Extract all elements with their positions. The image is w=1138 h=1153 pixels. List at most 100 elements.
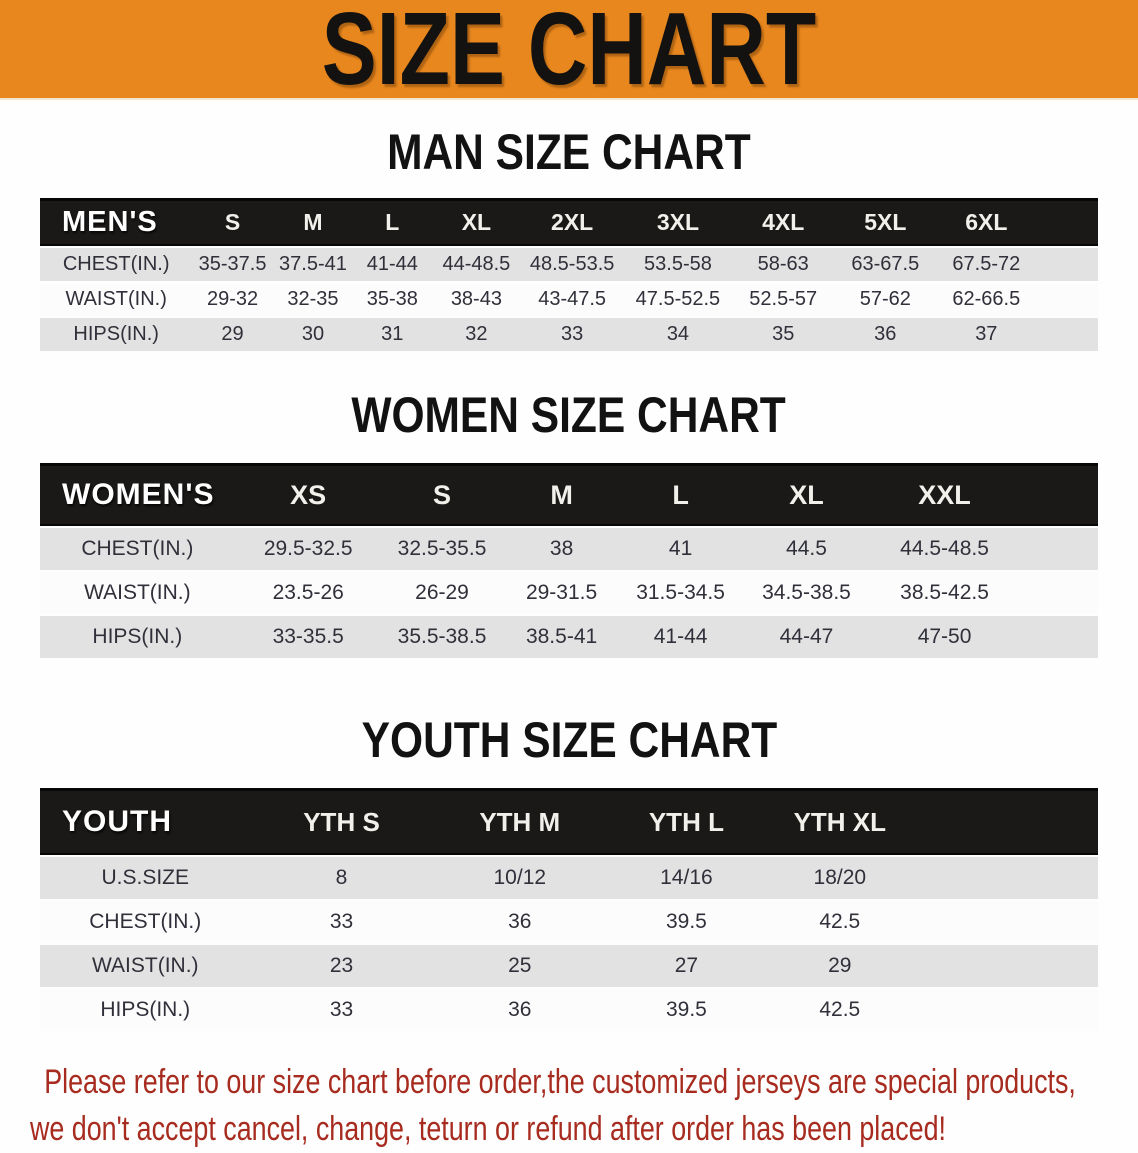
mens-heading-text: MAN SIZE CHART — [387, 124, 751, 180]
mens-size-value: 34 — [622, 318, 733, 351]
mens-size-value: 33 — [521, 318, 623, 351]
womens-row-label: HIPS(IN.) — [40, 616, 235, 658]
mens-table-row: CHEST(IN.) 35-37.5 37.5-41 41-44 44-48.5 48.5… — [40, 248, 1098, 281]
womens-size-value: 41-44 — [620, 616, 741, 658]
mens-size-value: 35-37.5 — [192, 248, 273, 281]
womens-table-row: CHEST(IN.) 29.5-32.5 32.5-35.5 38 41 44.5 44.5… — [40, 528, 1098, 570]
womens-size-value: 31.5-34.5 — [620, 572, 741, 614]
youth-size-value: 39.5 — [607, 901, 766, 943]
banner-title: SIZE CHART — [321, 0, 817, 100]
youth-heading-text: YOUTH SIZE CHART — [361, 712, 777, 768]
womens-size-value: 26-29 — [381, 572, 503, 614]
mens-size-column-header: 4XL — [732, 198, 834, 246]
youth-size-value: 36 — [432, 901, 608, 943]
youth-row-filler — [913, 857, 1098, 899]
mens-size-value: 67.5-72 — [937, 248, 1036, 281]
womens-row-filler — [1016, 528, 1098, 570]
womens-table-row: HIPS(IN.) 33-35.5 35.5-38.5 38.5-41 41-44 44-… — [40, 616, 1098, 658]
mens-size-column-header: L — [353, 198, 432, 246]
womens-heading-text: WOMEN SIZE CHART — [351, 387, 787, 443]
mens-size-value: 57-62 — [833, 283, 938, 316]
mens-size-value: 48.5-53.5 — [521, 248, 623, 281]
mens-size-value: 31 — [353, 318, 432, 351]
mens-row-filler — [1035, 318, 1098, 351]
mens-size-column-header: 5XL — [833, 198, 938, 246]
womens-size-value: 41 — [620, 528, 741, 570]
mens-size-value: 38-43 — [431, 283, 522, 316]
womens-table-row: WAIST(IN.) 23.5-26 26-29 29-31.5 31.5-34.5 34… — [40, 572, 1098, 614]
mens-row-label: HIPS(IN.) — [40, 318, 193, 351]
youth-size-column-header: YTH M — [432, 788, 608, 855]
youth-size-value: 18/20 — [765, 857, 914, 899]
womens-size-value: 32.5-35.5 — [381, 528, 503, 570]
mens-size-value: 62-66.5 — [937, 283, 1036, 316]
youth-table-row: U.S.SIZE 8 10/12 14/16 18/20 — [40, 857, 1098, 899]
mens-size-value: 43-47.5 — [521, 283, 623, 316]
youth-corner-label: YOUTH — [40, 788, 251, 855]
footer-notice: Please refer to our size chart before or… — [30, 1059, 1138, 1153]
notice-line-1: Please refer to our size chart before or… — [44, 1063, 1076, 1101]
mens-size-column-header: S — [192, 198, 273, 246]
mens-size-value: 30 — [272, 318, 354, 351]
mens-heading: MAN SIZE CHART — [40, 100, 1098, 178]
womens-corner-label: WOMEN'S — [40, 463, 235, 526]
youth-row-filler — [913, 901, 1098, 943]
youth-row-label: U.S.SIZE — [40, 857, 251, 899]
youth-size-value: 23 — [250, 945, 433, 987]
womens-size-value: 38.5-42.5 — [872, 572, 1017, 614]
womens-size-column-header: XXL — [872, 463, 1017, 526]
womens-size-value: 34.5-38.5 — [740, 572, 873, 614]
youth-row-filler — [913, 945, 1098, 987]
mens-size-value: 47.5-52.5 — [622, 283, 733, 316]
womens-section: WOMEN SIZE CHART WOMEN'S XS S M L XL XXL CHEST(… — [40, 353, 1098, 660]
womens-size-value: 35.5-38.5 — [381, 616, 503, 658]
youth-row-label: WAIST(IN.) — [40, 945, 251, 987]
womens-size-value: 44.5 — [740, 528, 873, 570]
mens-size-value: 32-35 — [272, 283, 354, 316]
youth-size-value: 42.5 — [765, 901, 914, 943]
mens-size-value: 63-67.5 — [833, 248, 938, 281]
mens-size-table: MEN'S S M L XL 2XL 3XL 4XL 5XL 6XL CHEST(IN.) 35-37… — [40, 196, 1098, 353]
youth-table-row: WAIST(IN.) 23 25 27 29 — [40, 945, 1098, 987]
womens-size-value: 29.5-32.5 — [234, 528, 382, 570]
notice-line-2: we don't accept cancel, change, teturn o… — [30, 1110, 946, 1148]
womens-size-table: WOMEN'S XS S M L XL XXL CHEST(IN.) 29.5-32.5 32.5… — [40, 461, 1098, 660]
mens-table-row: HIPS(IN.) 29 30 31 32 33 34 35 36 37 — [40, 318, 1098, 351]
mens-size-value: 37.5-41 — [272, 248, 354, 281]
mens-size-column-header: 3XL — [622, 198, 733, 246]
mens-size-value: 58-63 — [732, 248, 834, 281]
mens-size-column-header: 6XL — [937, 198, 1036, 246]
mens-row-label: CHEST(IN.) — [40, 248, 193, 281]
banner: SIZE CHART — [0, 0, 1138, 100]
youth-row-label: CHEST(IN.) — [40, 901, 251, 943]
mens-size-value: 29-32 — [192, 283, 273, 316]
mens-row-filler — [1035, 248, 1098, 281]
womens-header-filler — [1016, 463, 1098, 526]
mens-size-value: 32 — [431, 318, 522, 351]
youth-size-column-header: YTH S — [250, 788, 433, 855]
youth-table-row: HIPS(IN.) 33 36 39.5 42.5 — [40, 989, 1098, 1031]
womens-size-column-header: M — [502, 463, 621, 526]
mens-size-value: 52.5-57 — [732, 283, 834, 316]
youth-header-filler — [913, 788, 1098, 855]
mens-table-row: WAIST(IN.) 29-32 32-35 35-38 38-43 43-47.5 47.… — [40, 283, 1098, 316]
womens-row-filler — [1016, 616, 1098, 658]
womens-row-label: CHEST(IN.) — [40, 528, 235, 570]
youth-size-value: 14/16 — [607, 857, 766, 899]
womens-size-column-header: XL — [740, 463, 873, 526]
mens-size-value: 37 — [937, 318, 1036, 351]
youth-row-label: HIPS(IN.) — [40, 989, 251, 1031]
mens-size-value: 44-48.5 — [431, 248, 522, 281]
womens-row-label: WAIST(IN.) — [40, 572, 235, 614]
mens-size-value: 29 — [192, 318, 273, 351]
womens-size-value: 44.5-48.5 — [872, 528, 1017, 570]
mens-size-column-header: 2XL — [521, 198, 623, 246]
mens-header-row: MEN'S S M L XL 2XL 3XL 4XL 5XL 6XL — [40, 198, 1098, 246]
youth-section: YOUTH SIZE CHART YOUTH YTH S YTH M YTH L YTH… — [40, 660, 1098, 1033]
youth-size-value: 8 — [250, 857, 433, 899]
youth-size-value: 33 — [250, 901, 433, 943]
mens-row-label: WAIST(IN.) — [40, 283, 193, 316]
youth-size-value: 39.5 — [607, 989, 766, 1031]
mens-size-value: 36 — [833, 318, 938, 351]
youth-size-column-header: YTH XL — [765, 788, 914, 855]
